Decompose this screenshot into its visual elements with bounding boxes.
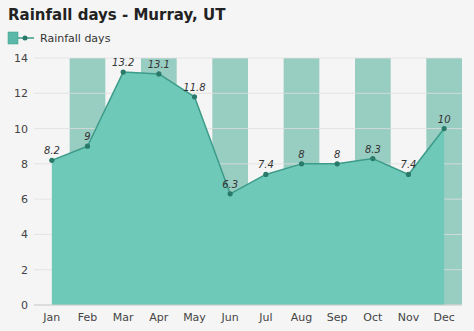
y-tick-label: 6 (21, 193, 28, 206)
legend: Rainfall days (8, 32, 111, 45)
x-tick-label: Oct (363, 311, 383, 324)
y-tick-label: 4 (21, 228, 28, 241)
plot-data (49, 70, 447, 305)
data-label: 8.3 (365, 144, 381, 155)
marker (370, 156, 375, 161)
data-label: 8 (334, 149, 340, 160)
line (52, 72, 444, 194)
data-label: 13.2 (112, 57, 134, 68)
marker (228, 191, 233, 196)
y-tick-label: 0 (21, 299, 28, 312)
x-axis-line (34, 305, 462, 306)
x-tick-label: Feb (78, 311, 97, 324)
marker (335, 161, 340, 166)
legend-marker (23, 36, 28, 41)
title: Rainfall days - Murray, UT (8, 6, 226, 24)
grid-line (34, 58, 462, 59)
background (0, 0, 474, 331)
y-tick-label: 10 (14, 123, 28, 136)
x-tick-label: Dec (434, 311, 455, 324)
data-label: 8.2 (44, 145, 60, 156)
legend-swatch (8, 32, 18, 44)
data-label: 6.3 (222, 179, 238, 190)
marker (156, 71, 161, 76)
data-label: 11.8 (183, 82, 205, 93)
grid-line (34, 93, 462, 94)
chart: Rainfall days - Murray, UT Rainfall days 0… (0, 0, 474, 331)
marker (263, 172, 268, 177)
x-tick-label: Apr (149, 311, 169, 324)
grid-line (34, 305, 462, 306)
data-label: 13.1 (148, 59, 170, 70)
data-label: 9 (84, 131, 90, 142)
y-tick-label: 8 (21, 158, 28, 171)
y-tick-label: 14 (14, 52, 28, 65)
marker (121, 70, 126, 75)
grid (34, 58, 462, 305)
data-label: 7.4 (258, 159, 274, 170)
y-tick-label: 12 (14, 87, 28, 100)
marker (442, 126, 447, 131)
data-label: 10 (438, 114, 451, 125)
marker (85, 144, 90, 149)
x-tick-label: Aug (291, 311, 312, 324)
x-tick-label: Jun (221, 311, 239, 324)
area (52, 72, 444, 305)
x-tick-label: Nov (398, 311, 420, 324)
marker (49, 158, 54, 163)
x-tick-label: Sep (327, 311, 348, 324)
marker (299, 161, 304, 166)
y-tick-label: 2 (21, 264, 28, 277)
data-label: 7.4 (401, 159, 417, 170)
x-tick-label: Jul (258, 311, 272, 324)
x-tick-label: Mar (113, 311, 134, 324)
x-tick-label: Jan (42, 311, 60, 324)
marker (406, 172, 411, 177)
x-tick-label: May (183, 311, 206, 324)
marker (192, 94, 197, 99)
legend-label: Rainfall days (40, 32, 111, 45)
data-label: 8 (298, 149, 304, 160)
